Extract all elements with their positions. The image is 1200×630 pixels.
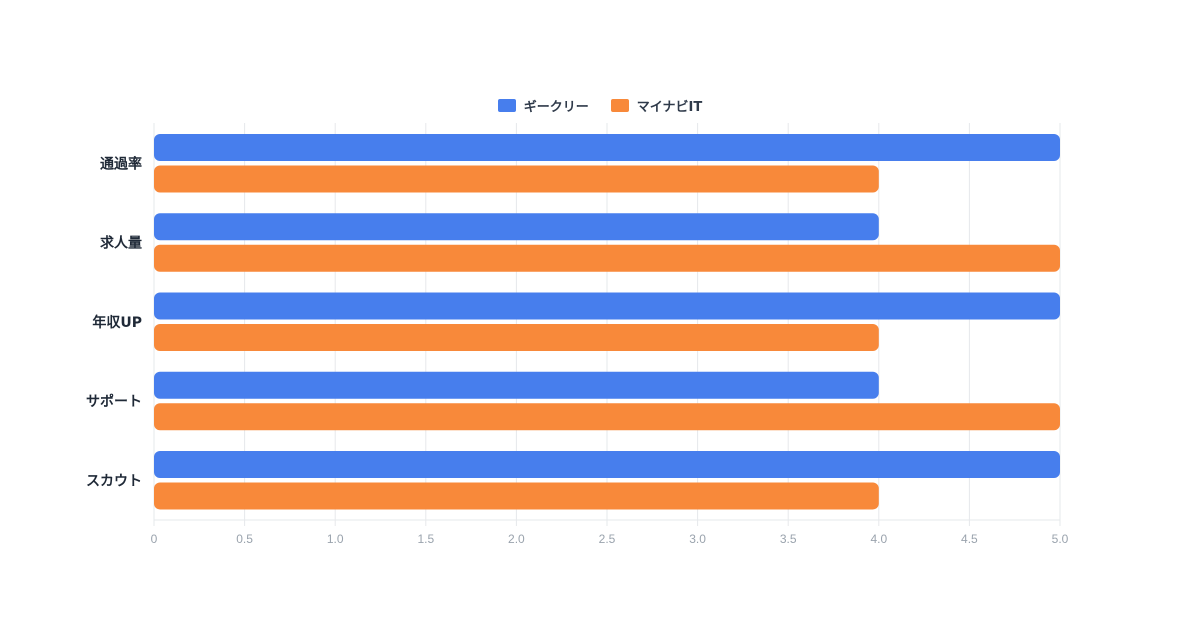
bar-geekly[interactable] [154,371,879,399]
x-tick-label: 1.5 [417,532,434,546]
x-axis-tick-labels: 0 0.5 1.0 1.5 2.0 2.5 3.0 3.5 4.0 4.5 5.0 [151,532,1069,546]
x-tick-label: 2.0 [508,532,525,546]
category-label: スカウト [86,473,142,489]
bar-mynavi-it[interactable] [154,482,879,510]
x-tick-label: 0.5 [236,532,253,546]
bar-mynavi-it[interactable] [154,324,879,351]
bar-group [154,134,1060,510]
category-label: 求人量 [100,235,142,252]
legend-item-mynavi-it[interactable]: マイナビIT [610,96,703,115]
legend-label-mynavi-it: マイナビIT [636,100,703,115]
x-tick-label: 0 [151,532,158,546]
bar-geekly[interactable] [154,213,879,241]
bar-geekly[interactable] [154,451,1060,478]
bar-geekly[interactable] [154,292,1060,320]
x-tick-label: 4.0 [870,532,887,546]
x-tick-label: 5.0 [1052,532,1069,546]
bar-mynavi-it[interactable] [154,165,879,193]
x-tick-label: 2.5 [599,532,616,546]
category-label: サポート [86,393,142,410]
x-tick-label: 3.0 [689,532,706,546]
x-tick-label: 4.5 [961,532,978,546]
legend-swatch-mynavi-it [610,99,629,112]
bar-mynavi-it[interactable] [154,403,1060,431]
bar-mynavi-it[interactable] [154,244,1060,272]
category-label: 年収UP [92,314,142,331]
x-tick-label: 3.5 [780,532,797,546]
legend-item-geekly[interactable]: ギークリー [497,96,589,115]
bar-geekly[interactable] [154,134,1060,161]
legend-swatch-geekly [497,99,516,112]
x-tick-label: 1.0 [327,532,344,546]
chart-legend: ギークリー マイナビIT [0,96,1200,115]
category-label: 通過率 [100,155,142,172]
legend-label-geekly: ギークリー [523,100,589,115]
